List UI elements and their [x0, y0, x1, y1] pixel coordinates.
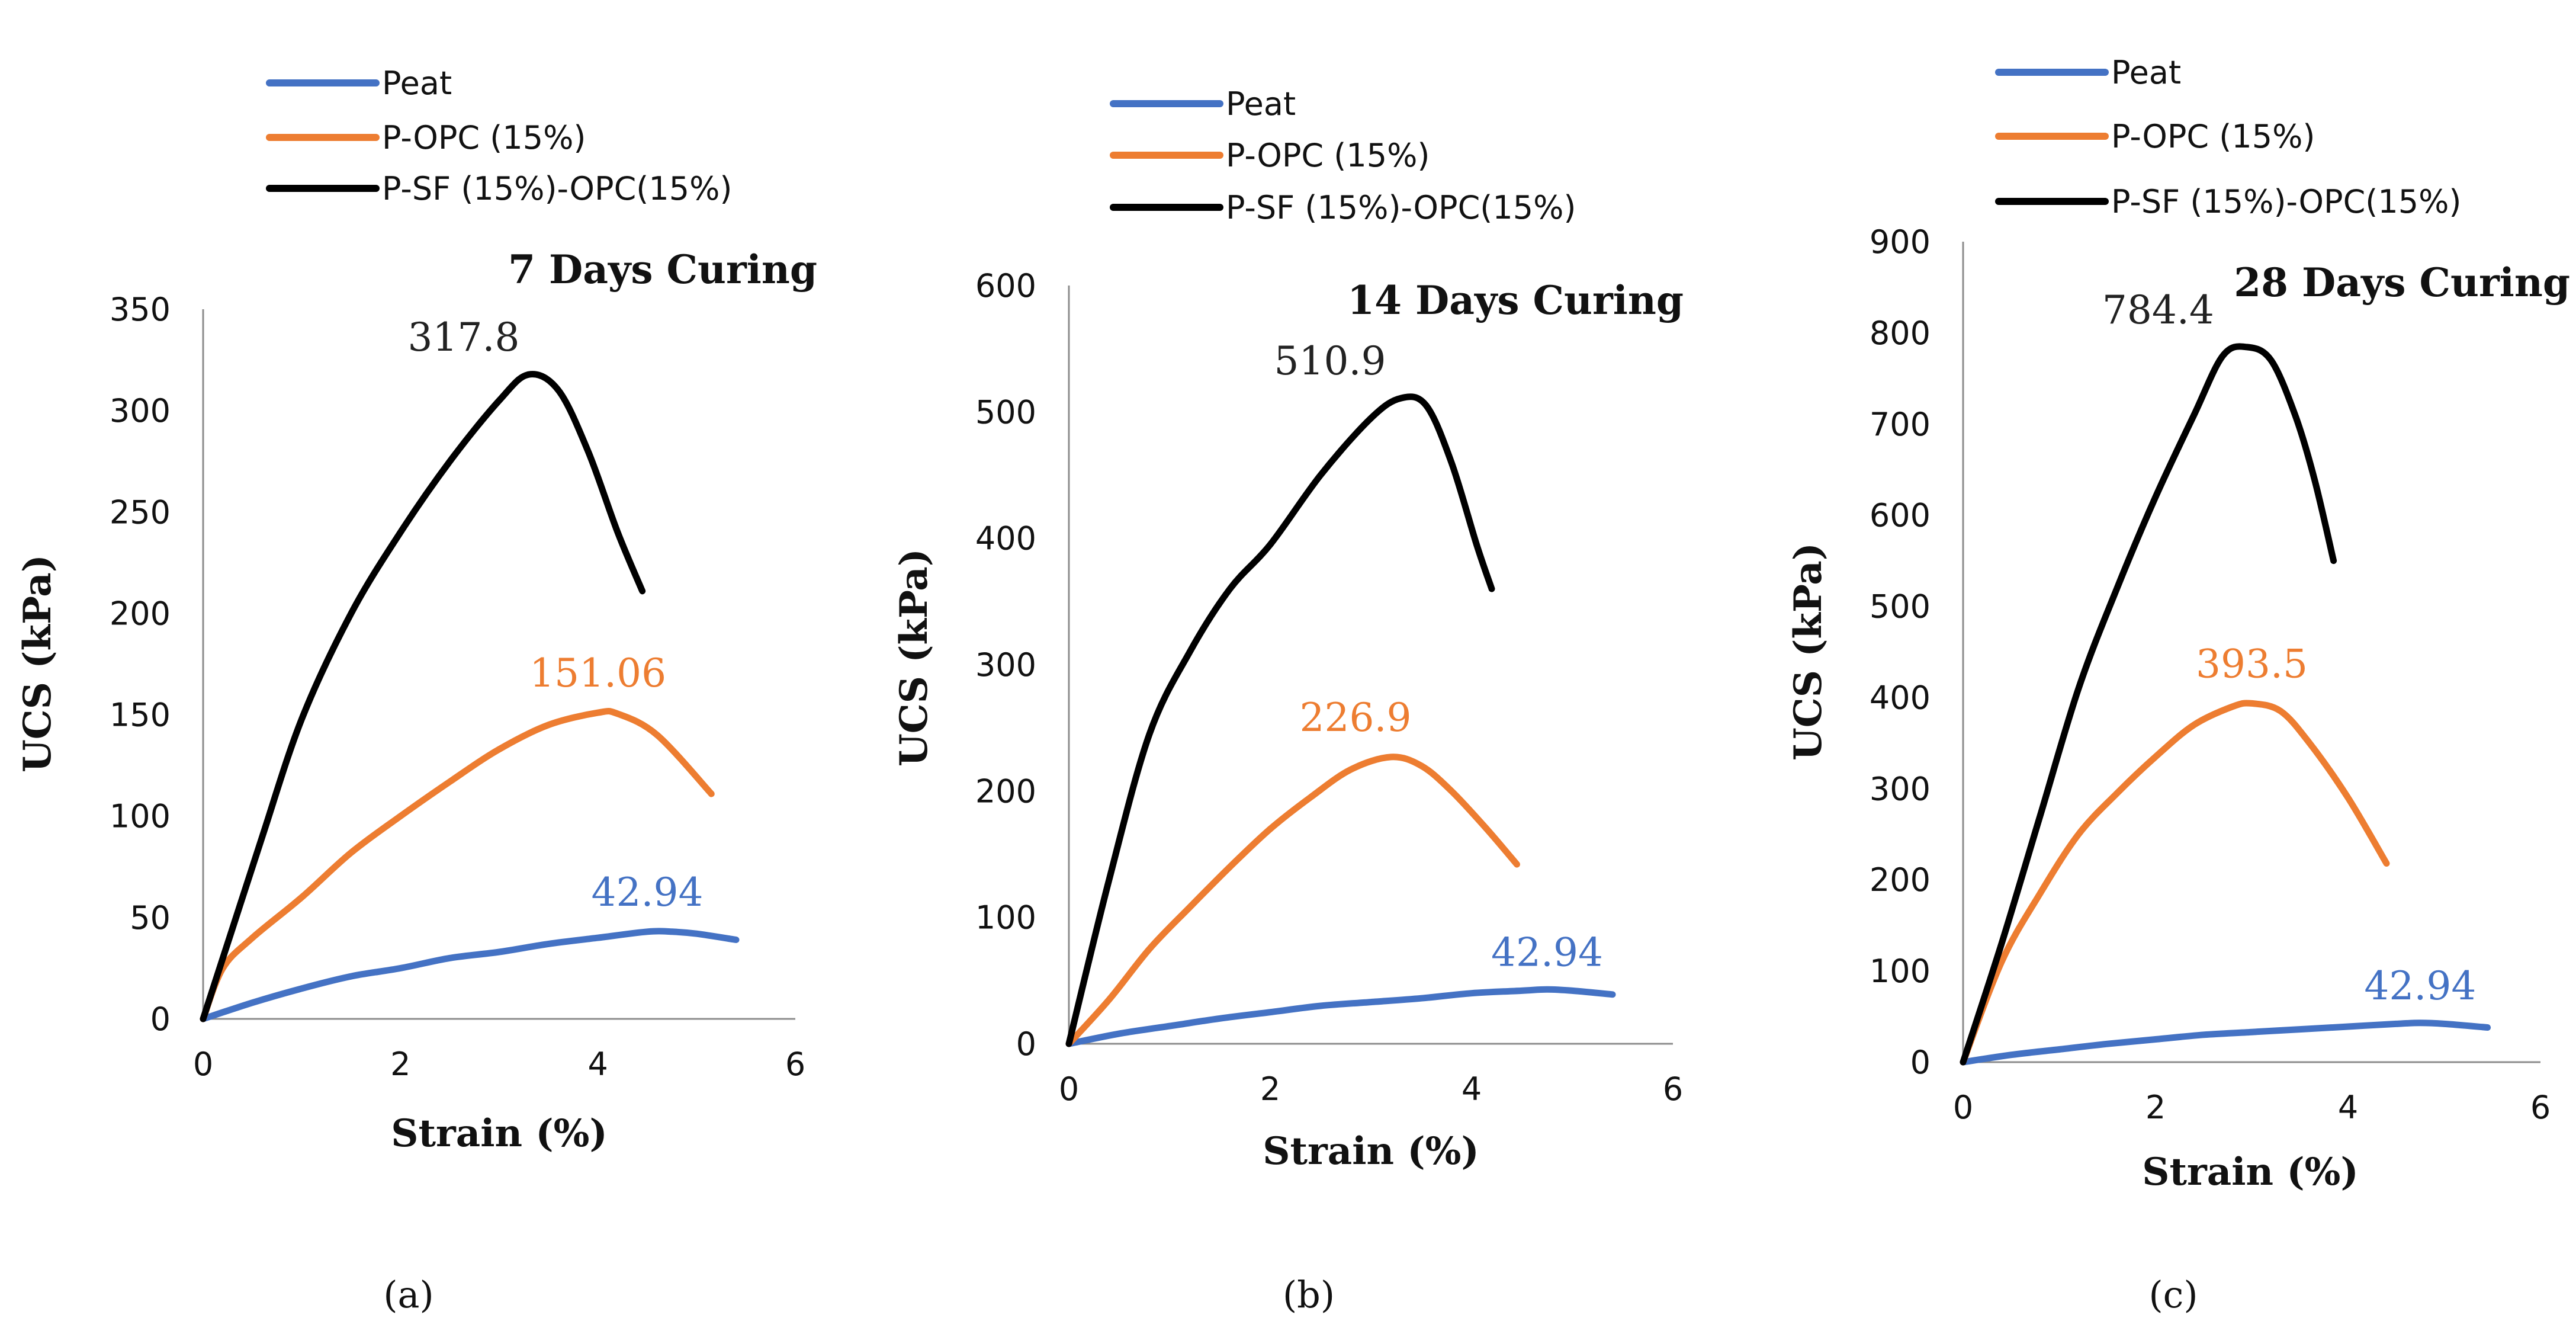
y-tick-label: 250: [110, 493, 171, 531]
panel-caption: (b): [1283, 1273, 1335, 1316]
x-tick-label: 4: [587, 1046, 608, 1083]
y-tick-label: 500: [1870, 588, 1931, 626]
y-tick-label: 200: [110, 595, 171, 632]
series-line-p_opc: [1065, 754, 1520, 1047]
y-tick-label: 800: [1870, 315, 1931, 352]
series-line-p_sf_opc: [1960, 343, 2337, 1066]
y-tick-label: 300: [1870, 770, 1931, 807]
y-tick-label: 400: [975, 520, 1036, 557]
peak-label-p_sf_opc: 510.9: [1274, 338, 1386, 384]
peak-label-peat: 42.94: [2364, 963, 2476, 1009]
x-axis-label: Strain (%): [391, 1111, 607, 1156]
peak-label-p_sf_opc: 784.4: [2102, 287, 2214, 333]
y-tick-label: 900: [1870, 223, 1931, 261]
peak-label-p_opc: 226.9: [1300, 695, 1412, 740]
x-tick-label: 2: [390, 1046, 410, 1083]
legend-label-p_opc: P-OPC (15%): [1226, 137, 1430, 174]
chart-title: 7 Days Curing: [508, 246, 817, 293]
legend-label-peat: Peat: [2111, 54, 2181, 91]
series-line-peat: [200, 928, 740, 1022]
series-line-p_sf_opc: [200, 371, 646, 1022]
chart-title: 28 Days Curing: [2234, 259, 2570, 306]
y-tick-label: 500: [975, 393, 1036, 431]
y-tick-label: 50: [130, 899, 171, 937]
legend-label-p_opc: P-OPC (15%): [382, 119, 586, 156]
y-tick-label: 700: [1870, 406, 1931, 443]
legend-label-p_sf_opc: P-SF (15%)-OPC(15%): [1226, 189, 1576, 226]
panel-caption: (a): [383, 1273, 433, 1316]
series-line-peat: [1960, 1019, 2491, 1066]
y-tick-label: 100: [975, 899, 1036, 937]
x-tick-label: 4: [2338, 1089, 2358, 1126]
y-tick-label: 150: [110, 697, 171, 734]
series-line-peat: [1065, 986, 1616, 1047]
x-axis-label: Strain (%): [2142, 1150, 2358, 1194]
series-line-p_opc: [1960, 700, 2390, 1066]
legend-label-p_sf_opc: P-SF (15%)-OPC(15%): [2111, 183, 2461, 220]
x-tick-label: 0: [1059, 1070, 1079, 1108]
y-tick-label: 300: [975, 646, 1036, 684]
y-tick-label: 0: [1910, 1044, 1931, 1081]
series-line-p_opc: [200, 707, 715, 1022]
y-axis-label: UCS (kPa): [892, 549, 936, 767]
legend-label-peat: Peat: [382, 65, 452, 102]
legend-label-p_sf_opc: P-SF (15%)-OPC(15%): [382, 170, 732, 207]
peak-label-peat: 42.94: [592, 870, 704, 915]
y-tick-label: 0: [150, 1001, 171, 1038]
x-tick-label: 2: [1260, 1070, 1280, 1108]
y-tick-label: 300: [110, 392, 171, 429]
chart-panel-0: Peat P-OPC (15%) P-SF (15%)-OPC(15%) 0 50 100…: [15, 65, 817, 1316]
legend-label-peat: Peat: [1226, 85, 1296, 123]
y-tick-label: 200: [975, 772, 1036, 810]
x-tick-label: 6: [1663, 1070, 1683, 1108]
y-tick-label: 600: [975, 267, 1036, 304]
x-tick-label: 0: [193, 1046, 213, 1083]
y-axis-label: UCS (kPa): [1786, 543, 1830, 761]
y-tick-label: 200: [1870, 861, 1931, 899]
peak-label-p_opc: 393.5: [2196, 641, 2308, 687]
x-axis-label: Strain (%): [1263, 1129, 1479, 1174]
y-tick-label: 400: [1870, 679, 1931, 716]
x-tick-label: 4: [1462, 1070, 1482, 1108]
chart-title: 14 Days Curing: [1347, 277, 1684, 323]
y-tick-label: 600: [1870, 497, 1931, 534]
x-tick-label: 0: [1953, 1089, 1973, 1126]
x-tick-label: 6: [2530, 1089, 2551, 1126]
y-tick-label: 0: [1016, 1025, 1036, 1063]
peak-label-peat: 42.94: [1491, 929, 1603, 975]
legend-label-p_opc: P-OPC (15%): [2111, 118, 2315, 155]
x-tick-label: 2: [2145, 1089, 2166, 1126]
y-tick-label: 100: [1870, 953, 1931, 990]
peak-label-p_sf_opc: 317.8: [408, 315, 520, 360]
y-axis-label: UCS (kPa): [15, 554, 60, 772]
y-tick-label: 350: [110, 291, 171, 328]
y-tick-label: 100: [110, 798, 171, 835]
x-tick-label: 6: [785, 1046, 805, 1083]
series-line-p_sf_opc: [1065, 393, 1495, 1047]
peak-label-p_opc: 151.06: [529, 650, 666, 696]
panel-caption: (c): [2148, 1273, 2198, 1316]
